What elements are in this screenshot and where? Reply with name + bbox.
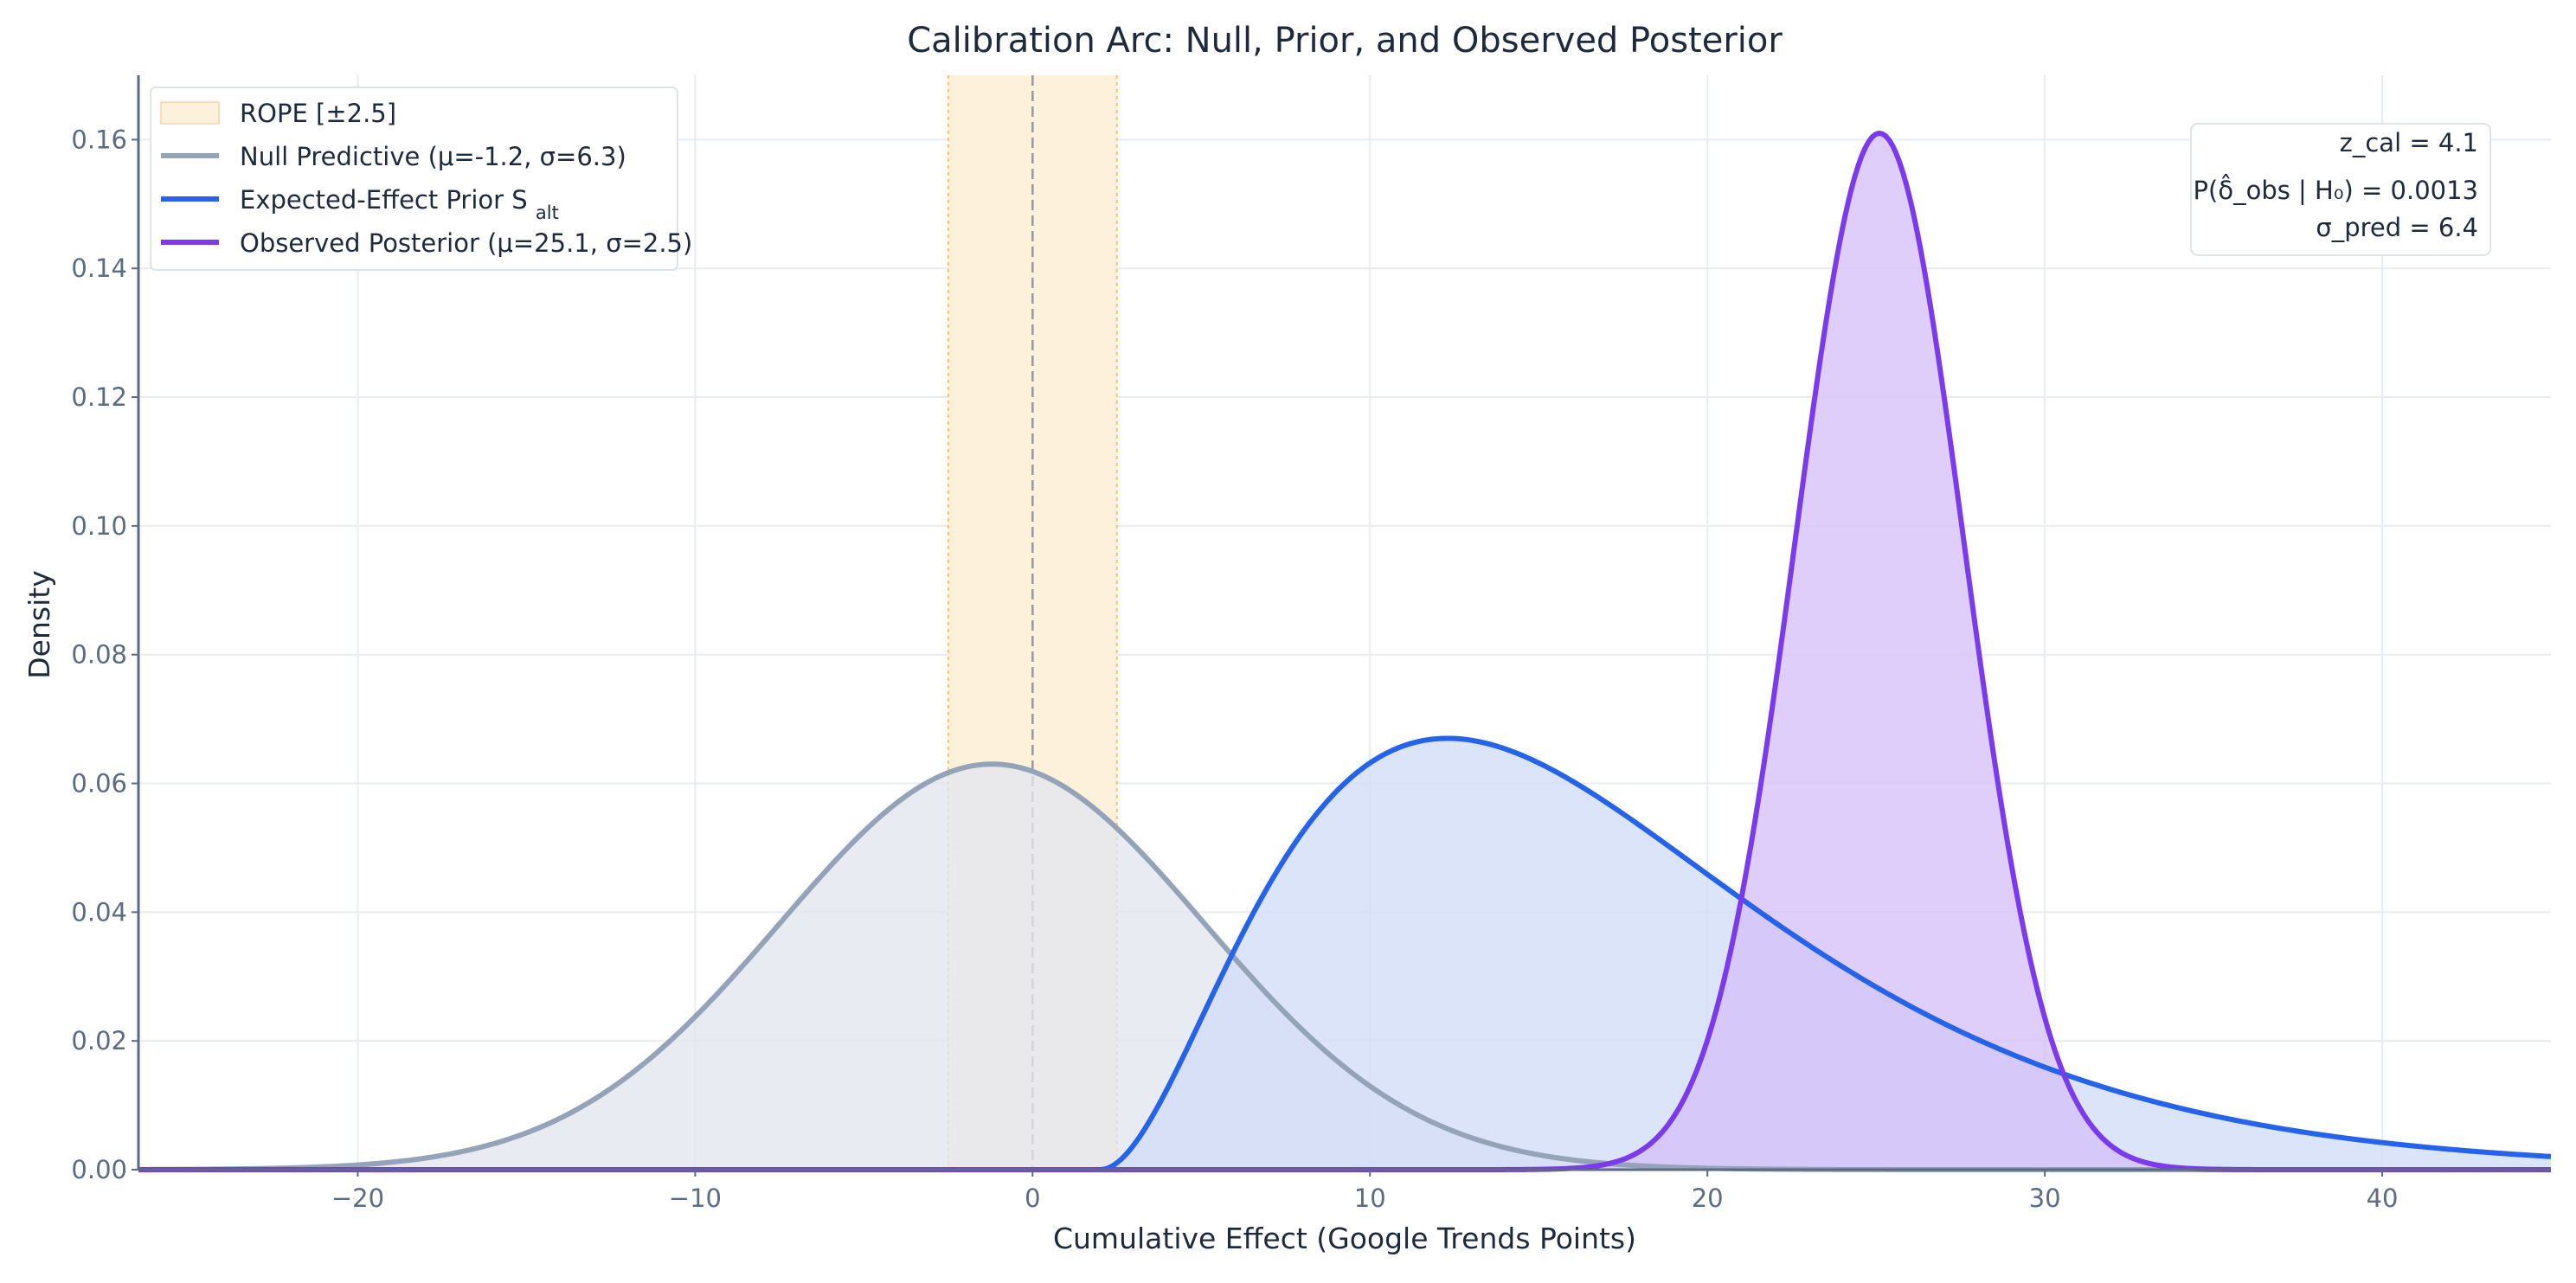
x-tick-label: −20: [331, 1184, 384, 1213]
legend-label-prior-text: Expected-Effect Prior S: [240, 185, 528, 215]
legend: ROPE [±2.5] Null Predictive (μ=-1.2, σ=6…: [150, 87, 692, 271]
x-axis-label: Cumulative Effect (Google Trends Points): [1053, 1222, 1636, 1255]
annotation-box: [2190, 123, 2491, 256]
y-tick-label: 0.08: [71, 640, 127, 670]
axes-layer: [137, 75, 2551, 1171]
y-tick-label: 0.16: [71, 125, 127, 154]
x-tick-label: −10: [669, 1184, 722, 1213]
legend-label-null: Null Predictive (μ=-1.2, σ=6.3): [240, 142, 626, 171]
expected-effect-prior-fill: [138, 738, 2551, 1170]
observed-posterior-fill: [138, 133, 2551, 1170]
null-predictive-fill: [138, 764, 2551, 1170]
y-tick-label: 0.10: [71, 511, 127, 541]
y-axis-label: Density: [22, 570, 56, 678]
chart-title: Calibration Arc: Null, Prior, and Observ…: [907, 21, 1783, 61]
y-tick-label: 0.00: [71, 1155, 127, 1184]
legend-label-prior: Expected-Effect Prior S alt: [240, 185, 559, 223]
density-fill-layer: [138, 133, 2551, 1170]
x-tick-label: 30: [2029, 1184, 2061, 1213]
legend-swatch-rope: [160, 101, 220, 125]
y-tick-label: 0.06: [71, 769, 127, 799]
x-tick-labels: −20 −10 0 10 20 30 40: [331, 1170, 2399, 1213]
y-tick-label: 0.04: [71, 897, 127, 927]
y-tick-label: 0.14: [71, 253, 127, 283]
x-tick-label: 20: [1692, 1184, 1724, 1213]
annotation-p-value: P(δ̂_obs | H₀) = 0.0013: [2194, 174, 2478, 205]
legend-frame: [150, 87, 678, 271]
legend-label-rope: ROPE [±2.5]: [240, 99, 396, 128]
y-tick-labels: 0.00 0.02 0.04 0.06 0.08 0.10 0.12 0.14 0.16: [71, 125, 138, 1184]
legend-label-posterior: Observed Posterior (μ=25.1, σ=2.5): [240, 228, 692, 258]
x-tick-label: 10: [1354, 1184, 1386, 1213]
annotation-z-cal: z_cal = 4.1: [2340, 128, 2478, 157]
y-tick-label: 0.02: [71, 1026, 127, 1055]
y-tick-label: 0.12: [71, 382, 127, 412]
x-tick-label: 40: [2367, 1184, 2399, 1213]
legend-label-prior-subscript: alt: [536, 202, 559, 223]
stats-annotation: z_cal = 4.1 P(δ̂_obs | H₀) = 0.0013 σ_pr…: [2190, 123, 2491, 256]
x-tick-label: 0: [1025, 1184, 1040, 1213]
annotation-sigma-pred: σ_pred = 6.4: [2316, 213, 2478, 242]
grid-layer: [138, 75, 2551, 1171]
